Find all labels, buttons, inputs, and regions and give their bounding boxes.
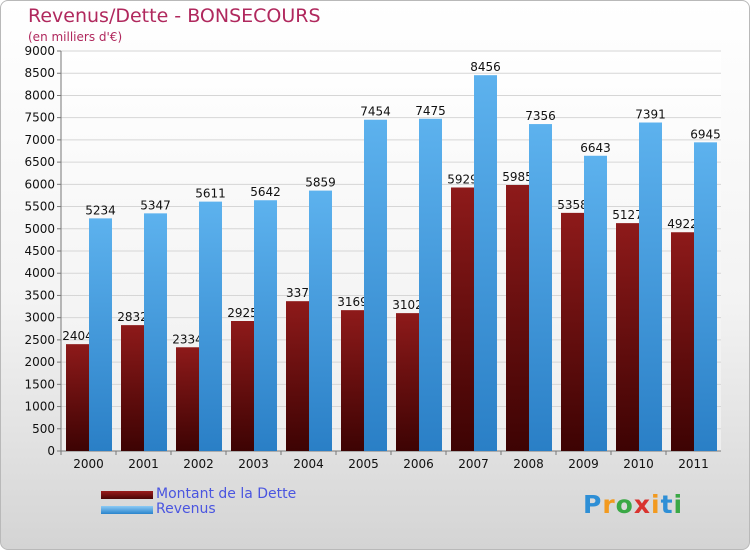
y-tick-label: 8500 [24,66,55,80]
value-label-dette: 337 [286,286,309,300]
legend-label-dette: Montant de la Dette [156,486,297,502]
value-label-revenus: 7454 [360,105,391,119]
value-label-dette: 2334 [172,332,203,346]
logo-letter: i [651,490,661,519]
bar-revenus [309,190,332,451]
bar-dette [286,301,309,451]
value-label-dette: 4922 [667,217,698,231]
y-tick-label: 2000 [24,355,55,369]
logo-letter: r [602,490,616,519]
bar-revenus [199,201,222,451]
x-tick-label: 2009 [568,457,599,471]
y-tick-label: 500 [32,422,55,436]
bar-dette [231,321,254,451]
legend-swatch-dette [101,491,153,499]
x-tick-label: 2002 [183,457,214,471]
value-label-revenus: 6945 [690,127,721,141]
proxiti-logo: Proxiti [583,490,683,519]
bar-revenus [254,200,277,451]
x-tick-label: 2007 [458,457,489,471]
value-label-dette: 2925 [227,306,258,320]
x-tick-label: 2011 [678,457,709,471]
logo-letter: x [633,490,651,519]
y-tick-label: 7000 [24,133,55,147]
logo-letter: t [660,490,674,519]
value-label-revenus: 5234 [85,203,116,217]
y-tick-label: 4000 [24,266,55,280]
x-tick-label: 2010 [623,457,654,471]
value-label-revenus: 6643 [580,141,611,155]
y-tick-label: 7500 [24,111,55,125]
logo-letter: P [583,490,603,519]
bar-dette [66,344,89,451]
x-tick-label: 2000 [73,457,104,471]
y-tick-label: 9000 [24,44,55,58]
chart-title: Revenus/Dette - BONSECOURS [28,5,321,27]
value-label-revenus: 7391 [635,108,666,122]
value-label-revenus: 5611 [195,187,226,201]
y-tick-label: 6000 [24,177,55,191]
value-label-revenus: 5642 [250,185,281,199]
legend-label-revenus: Revenus [156,501,216,517]
value-label-revenus: 5347 [140,198,171,212]
value-label-dette: 5929 [447,172,478,186]
bar-revenus [144,213,167,451]
bar-revenus [584,155,607,451]
logo-letter: o [615,490,634,519]
x-tick-label: 2001 [128,457,159,471]
bar-revenus [419,118,442,452]
bar-dette [616,223,639,451]
y-tick-label: 6500 [24,155,55,169]
bar-revenus [694,142,717,452]
value-label-dette: 3102 [392,298,423,312]
y-tick-label: 8000 [24,88,55,102]
bar-dette [341,310,364,451]
value-label-revenus: 8456 [470,60,501,74]
x-tick-label: 2008 [513,457,544,471]
bar-dette [396,313,419,451]
value-label-dette: 2404 [62,329,93,343]
value-label-dette: 5358 [557,198,588,212]
bar-dette [176,347,199,451]
y-tick-label: 1500 [24,377,55,391]
bar-revenus [529,124,552,452]
bar-revenus [364,119,387,451]
value-label-dette: 2832 [117,310,148,324]
value-label-revenus: 7356 [525,109,556,123]
bar-revenus [639,122,662,451]
value-label-dette: 3169 [337,295,368,309]
x-tick-label: 2004 [293,457,324,471]
x-tick-label: 2005 [348,457,379,471]
y-tick-label: 3500 [24,288,55,302]
bar-dette [451,187,474,451]
chart-subtitle: (en milliers d'€) [28,30,123,44]
y-tick-label: 5000 [24,222,55,236]
value-label-dette: 5985 [502,170,533,184]
y-tick-label: 0 [47,444,55,458]
value-label-revenus: 5859 [305,176,336,190]
x-tick-label: 2003 [238,457,269,471]
x-tick-label: 2006 [403,457,434,471]
logo-letter: i [673,490,684,519]
y-tick-label: 5500 [24,200,55,214]
value-label-revenus: 7475 [415,104,446,118]
value-label-dette: 5127 [612,208,643,222]
bar-dette [506,185,529,451]
y-tick-label: 4500 [24,244,55,258]
bar-dette [561,212,584,451]
y-tick-label: 1000 [24,400,55,414]
y-tick-label: 3000 [24,311,55,325]
bar-dette [121,325,144,451]
legend-swatch-revenus [101,506,153,514]
y-tick-label: 2500 [24,333,55,347]
bar-revenus [474,75,497,451]
bar-dette [671,232,694,451]
bar-revenus [89,218,112,451]
